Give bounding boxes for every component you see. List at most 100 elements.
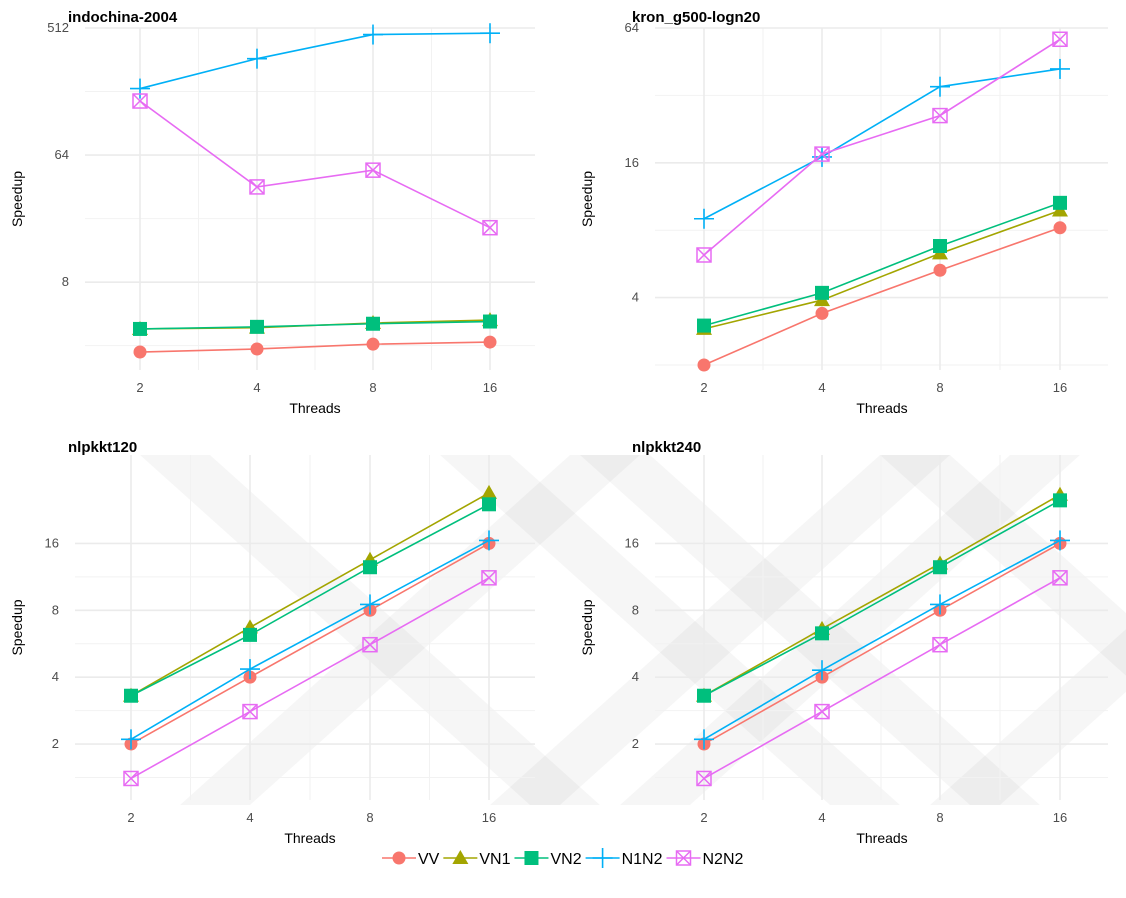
legend-key-vn2 <box>524 851 539 865</box>
point-vv <box>815 306 829 320</box>
y-tick-label: 16 <box>625 535 639 550</box>
point-n2n2 <box>123 770 139 787</box>
point-vv <box>1053 221 1067 235</box>
x-axis-title: Threads <box>289 400 340 416</box>
legend-key-vv <box>392 851 406 865</box>
point-n1n2 <box>240 659 260 680</box>
point-vn2 <box>933 239 947 254</box>
legend-item-n2n2: N2N2 <box>666 850 744 868</box>
x-tick-label: 16 <box>1053 380 1067 395</box>
point-n2n2 <box>365 162 381 178</box>
x-tick-label: 16 <box>482 810 496 825</box>
legend-label: N1N2 <box>622 851 663 868</box>
point-n2n2 <box>932 636 948 653</box>
point-vn2 <box>1053 195 1067 210</box>
legend-item-n1n2: N1N2 <box>585 848 663 868</box>
x-tick-label: 4 <box>246 810 253 825</box>
point-n2n2 <box>1052 570 1068 586</box>
y-axis-title: Speedup <box>579 599 595 655</box>
point-n1n2 <box>1050 58 1070 79</box>
x-tick-label: 16 <box>1053 810 1067 825</box>
point-n2n2 <box>482 219 498 236</box>
y-axis-title: Speedup <box>9 171 25 227</box>
point-vn2 <box>483 314 497 329</box>
point-n1n2 <box>130 78 150 99</box>
legend-key-n2n2 <box>675 850 692 866</box>
x-tick-label: 8 <box>366 810 373 825</box>
point-vn2 <box>697 318 711 333</box>
x-tick-label: 16 <box>483 380 497 395</box>
point-vn2 <box>1053 493 1067 508</box>
y-tick-label: 2 <box>52 736 59 751</box>
series-line-n1n2 <box>130 539 490 741</box>
series-line-vn1 <box>703 494 1061 697</box>
series-line-n1n2 <box>703 68 1061 220</box>
x-axis-title: Threads <box>284 830 335 846</box>
point-vn2 <box>697 688 711 703</box>
point-n2n2 <box>132 93 148 109</box>
x-tick-label: 4 <box>253 380 260 395</box>
y-tick-label: 4 <box>52 669 59 684</box>
x-tick-label: 8 <box>369 380 376 395</box>
y-tick-label: 2 <box>632 736 639 751</box>
point-vv <box>366 337 380 351</box>
y-tick-label: 8 <box>632 602 639 617</box>
point-n2n2 <box>249 179 265 195</box>
x-tick-label: 4 <box>818 810 825 825</box>
x-tick-label: 2 <box>136 380 143 395</box>
point-n1n2 <box>360 594 380 615</box>
legend-label: VN2 <box>550 851 581 868</box>
series-line-vn2 <box>139 320 491 330</box>
series-line-n2n2 <box>139 100 491 229</box>
watermark-logo <box>140 455 1126 805</box>
legend-item-vv: VV <box>382 851 440 868</box>
point-vn2 <box>815 626 829 641</box>
series-line-n2n2 <box>130 577 490 780</box>
point-n2n2 <box>1052 31 1068 48</box>
point-vn2 <box>815 285 829 300</box>
y-tick-label: 16 <box>625 155 639 170</box>
point-n2n2 <box>814 703 830 720</box>
point-n1n2 <box>812 660 832 681</box>
series-line-n1n2 <box>703 539 1061 741</box>
chart-panel-kron-g500-logn20: 4 16 64 2 4 8 16 kron_g500-logn20 Threads Speedup <box>579 9 1108 416</box>
point-n2n2 <box>481 570 497 586</box>
panel-title: nlpkkt240 <box>632 439 701 456</box>
point-n2n2 <box>696 247 712 263</box>
y-axis-title: Speedup <box>9 599 25 655</box>
chart-panel-indochina-2004: 8 64 512 2 4 8 16 indochina-2004 Threads Speedup <box>9 9 535 416</box>
series-line-vv <box>130 542 490 745</box>
x-tick-label: 2 <box>700 810 707 825</box>
y-tick-label: 8 <box>62 274 69 289</box>
y-axis-title: Speedup <box>579 171 595 227</box>
point-n1n2 <box>694 729 714 750</box>
point-vn2 <box>124 688 138 703</box>
point-n1n2 <box>1050 530 1070 551</box>
y-tick-label: 64 <box>625 20 639 35</box>
series-line-vn1 <box>703 209 1061 330</box>
panel-title: nlpkkt120 <box>68 439 137 456</box>
point-vn2 <box>933 560 947 575</box>
point-n1n2 <box>930 76 950 97</box>
series-line-n2n2 <box>703 38 1061 256</box>
series-line-n1n2 <box>139 32 491 90</box>
series-line-vn2 <box>130 503 490 697</box>
point-n1n2 <box>930 594 950 615</box>
point-vv <box>483 335 497 349</box>
x-axis-title: Threads <box>856 830 907 846</box>
legend-label: VV <box>418 851 440 868</box>
series-line-vv <box>703 542 1061 745</box>
series-line-vv <box>139 341 491 353</box>
legend-item-vn1: VN1 <box>443 850 511 868</box>
point-n1n2 <box>480 23 500 44</box>
point-n1n2 <box>363 24 383 45</box>
legend-label: N2N2 <box>703 851 744 868</box>
point-vn2 <box>366 316 380 331</box>
x-axis-title: Threads <box>856 400 907 416</box>
point-n2n2 <box>696 770 712 787</box>
y-tick-label: 8 <box>52 602 59 617</box>
series-line-vn2 <box>703 202 1061 327</box>
